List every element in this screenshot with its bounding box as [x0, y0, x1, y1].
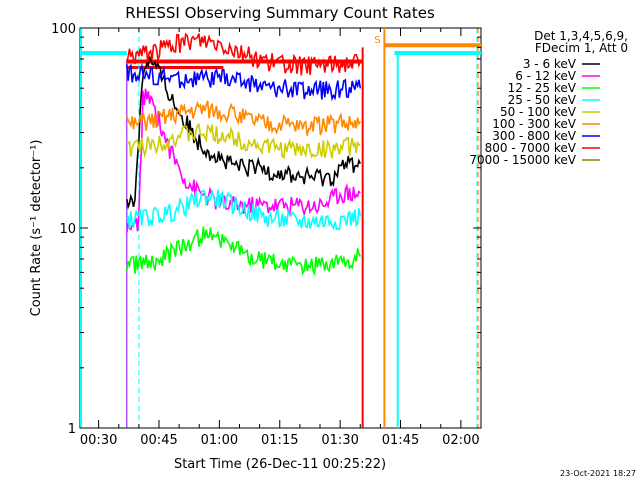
- x-tick-label: 00:30: [80, 433, 117, 448]
- y-axis-label: Count Rate (s⁻¹ detector⁻¹): [29, 140, 44, 317]
- legend-label: 3 - 6 keV: [523, 57, 577, 71]
- legend-label: 50 - 100 keV: [500, 105, 577, 119]
- footer-timestamp: 23-Oct-2021 18:27: [560, 469, 636, 478]
- series-line: [126, 88, 361, 233]
- legend-label: 25 - 50 keV: [508, 93, 577, 107]
- x-axis-label: Start Time (26-Dec-11 00:25:22): [174, 457, 386, 472]
- series-line: [126, 188, 362, 232]
- chart-title: RHESSI Observing Summary Count Rates: [125, 4, 435, 22]
- series-line: [126, 63, 362, 102]
- legend-header-1: Det 1,3,4,5,6,9,: [534, 29, 628, 43]
- x-tick-label: 00:45: [140, 433, 177, 448]
- x-tick-label: 02:00: [442, 433, 479, 448]
- x-tick-label: 01:45: [382, 433, 419, 448]
- x-tick-label: 01:30: [321, 433, 358, 448]
- legend-label: 6 - 12 keV: [515, 69, 577, 83]
- legend-label: 7000 - 15000 keV: [469, 153, 576, 167]
- y-tick-label: 10: [59, 222, 76, 237]
- series-line: [126, 226, 362, 277]
- legend-label: 100 - 300 keV: [492, 117, 576, 131]
- y-tick-label: 1: [68, 422, 76, 437]
- series-line: [126, 122, 361, 160]
- legend-header-2: FDecim 1, Att 0: [535, 41, 628, 55]
- saa-marker-label: S: [374, 35, 380, 46]
- series-line: [126, 56, 362, 210]
- legend-label: 300 - 800 keV: [492, 129, 576, 143]
- y-tick-label: 100: [51, 22, 76, 37]
- series-line: [126, 32, 362, 76]
- legend-label: 12 - 25 keV: [508, 81, 577, 95]
- x-tick-label: 01:15: [261, 433, 298, 448]
- x-tick-label: 01:00: [201, 433, 238, 448]
- legend-label: 800 - 7000 keV: [485, 141, 577, 155]
- series-line: [126, 100, 361, 136]
